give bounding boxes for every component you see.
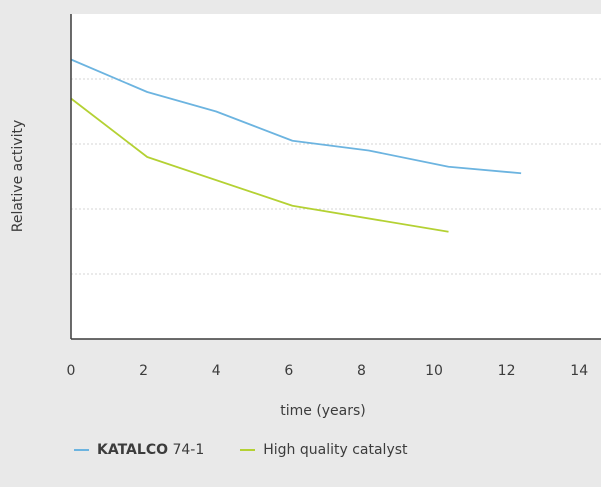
legend: KATALCO 74-1 High quality catalyst	[74, 441, 408, 459]
x-tick-label: 2	[139, 363, 148, 379]
x-tick-label: 0	[67, 363, 76, 379]
legend-item-katalco: KATALCO 74-1	[74, 441, 204, 459]
legend-swatch-high-quality	[240, 449, 256, 451]
legend-label-high-quality: High quality catalyst	[263, 442, 408, 458]
legend-label-katalco: KATALCO 74-1	[97, 441, 204, 459]
legend-model: 74-1	[172, 442, 205, 458]
series-line-1	[70, 97, 449, 233]
x-tick-label: 8	[357, 363, 366, 379]
plot-area	[71, 14, 601, 339]
x-tick-label: 4	[212, 363, 221, 379]
legend-brand: KATALCO	[97, 442, 168, 458]
legend-item-high-quality: High quality catalyst	[240, 441, 408, 459]
series-line-0	[70, 58, 522, 175]
x-tick-label: 12	[498, 363, 516, 379]
x-tick-label: 10	[425, 363, 443, 379]
x-tick-label: 14	[570, 363, 588, 379]
series-lines	[70, 58, 522, 233]
x-tick-label: 6	[284, 363, 293, 379]
x-axis-title: time (years)	[280, 403, 366, 419]
y-axis-title: Relative activity	[10, 120, 26, 233]
x-ticks: 0 2 4 6 8 10 12 14	[67, 363, 589, 379]
legend-swatch-katalco	[74, 449, 89, 451]
gridlines	[71, 78, 601, 275]
